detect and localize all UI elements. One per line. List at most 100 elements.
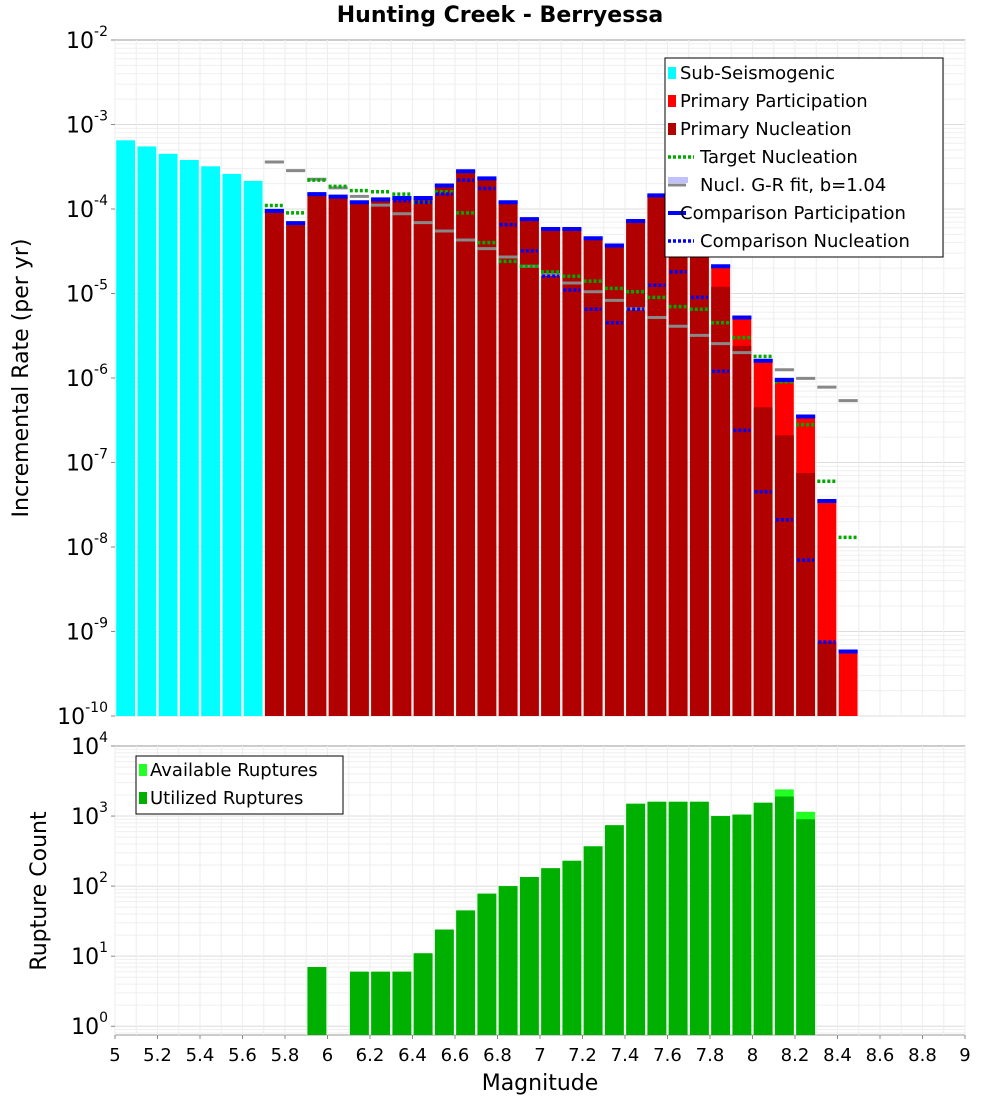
y-tick-label: 10-6 xyxy=(66,362,108,392)
primary-nucleation-bar xyxy=(328,196,348,717)
primary-nucleation-bar xyxy=(456,171,476,716)
primary-nucleation-bar xyxy=(371,199,391,717)
sub-seismogenic-bar xyxy=(201,166,221,716)
legend-swatch-gr-fit-bg xyxy=(668,177,688,183)
y-tick-label: 102 xyxy=(71,870,108,900)
sub-seismogenic-bar xyxy=(179,160,199,716)
primary-nucleation-bar xyxy=(286,223,306,716)
y-tick-label: 10-4 xyxy=(66,193,108,223)
y-tick-label: 10-10 xyxy=(57,700,108,730)
primary-nucleation-bar xyxy=(349,202,369,716)
utilized-ruptures-bar xyxy=(668,801,688,1035)
y-tick-label: 10-8 xyxy=(66,531,108,561)
x-tick-label: 7 xyxy=(534,1045,545,1066)
x-tick-label: 6.6 xyxy=(441,1045,470,1066)
utilized-ruptures-bar xyxy=(541,868,561,1035)
legend-swatch-available xyxy=(139,764,147,776)
utilized-ruptures-bar xyxy=(604,825,624,1035)
rupture-x-ticks: 5 5.2 5.4 5.6 5.8 6 6.2 6.4 6.6 6.8 7 7.2 7.4 7.6 7.8 8… xyxy=(109,1035,971,1066)
primary-nucleation-bar xyxy=(774,435,794,716)
primary-nucleation-bar xyxy=(434,185,454,717)
rupture-y-axis-title: Rupture Count xyxy=(27,811,52,971)
rate-legend: Sub-Seismogenic Primary Participation Prim… xyxy=(664,57,944,258)
sub-seismogenic-bar xyxy=(137,146,157,717)
x-tick-label: 8.6 xyxy=(866,1045,895,1066)
utilized-ruptures-bar xyxy=(434,929,454,1035)
primary-nucleation-bar xyxy=(413,197,433,716)
x-tick-label: 5.8 xyxy=(271,1045,300,1066)
legend-label: Comparison Nucleation xyxy=(700,231,910,252)
utilized-ruptures-bar xyxy=(371,971,391,1035)
utilized-ruptures-bar xyxy=(456,910,476,1035)
legend-swatch-sub-seismogenic xyxy=(668,67,676,79)
primary-nucleation-bar xyxy=(392,197,412,716)
primary-nucleation-bar xyxy=(753,407,773,716)
legend-label: Primary Nucleation xyxy=(680,119,852,140)
x-tick-label: 8.2 xyxy=(781,1045,810,1066)
legend-label: Available Ruptures xyxy=(150,760,318,781)
primary-nucleation-bar xyxy=(689,219,709,717)
utilized-ruptures-bar xyxy=(392,971,412,1035)
legend-box xyxy=(135,755,344,815)
x-tick-label: 6 xyxy=(322,1045,333,1066)
x-tick-label: 5.4 xyxy=(186,1045,215,1066)
primary-nucleation-bar xyxy=(519,219,539,716)
primary-nucleation-bar xyxy=(626,221,646,716)
rupture-count-panel: 100 101 102 103 104 5 5.2 5.4 5.6 5.8 6 6.2 6.4 6.6 6… xyxy=(27,730,971,1096)
sub-seismogenic-bar xyxy=(158,153,178,717)
legend-label: Nucl. G-R fit, b=1.04 xyxy=(700,175,886,196)
utilized-ruptures-bar xyxy=(583,846,603,1035)
utilized-ruptures-bar xyxy=(477,893,497,1035)
utilized-ruptures-bar xyxy=(562,860,582,1035)
x-tick-label: 6.4 xyxy=(398,1045,427,1066)
legend-swatch-utilized xyxy=(139,792,147,804)
y-tick-label: 100 xyxy=(71,1010,108,1040)
rupture-y-ticks: 100 101 102 103 104 xyxy=(71,730,115,1040)
legend-label: Utilized Ruptures xyxy=(150,788,303,809)
sub-seismogenic-bar xyxy=(243,180,263,717)
primary-nucleation-bar xyxy=(796,473,816,716)
chart-title: Hunting Creek - Berryessa xyxy=(337,3,663,28)
x-tick-label: 6.8 xyxy=(483,1045,512,1066)
sub-seismogenic-bar xyxy=(222,173,242,716)
utilized-ruptures-bar xyxy=(519,876,539,1035)
rate-y-axis-title: Incremental Rate (per yr) xyxy=(9,239,34,518)
primary-nucleation-bar xyxy=(264,210,284,716)
primary-participation-bar xyxy=(838,651,858,716)
x-tick-label: 7.6 xyxy=(653,1045,682,1066)
rate-bars xyxy=(116,140,858,717)
sub-seismogenic-bar xyxy=(116,140,136,716)
primary-nucleation-bar xyxy=(647,195,667,717)
primary-nucleation-bar xyxy=(604,245,624,717)
legend-box xyxy=(664,57,944,258)
primary-nucleation-bar xyxy=(307,194,327,716)
primary-nucleation-bar xyxy=(477,178,497,717)
x-tick-label: 8.8 xyxy=(908,1045,937,1066)
x-tick-label: 5.2 xyxy=(143,1045,172,1066)
y-tick-label: 10-2 xyxy=(66,24,108,54)
primary-nucleation-bar xyxy=(732,345,752,716)
y-tick-label: 101 xyxy=(71,940,108,970)
x-tick-label: 7.4 xyxy=(611,1045,640,1066)
legend-swatch-primary-participation xyxy=(668,95,676,107)
utilized-ruptures-bar xyxy=(774,796,794,1035)
x-tick-label: 9 xyxy=(959,1045,970,1066)
y-tick-label: 104 xyxy=(71,730,108,760)
legend-label: Target Nucleation xyxy=(699,147,858,168)
x-axis-title: Magnitude xyxy=(482,1071,599,1096)
rupture-grid xyxy=(114,746,966,1035)
primary-nucleation-bar xyxy=(583,238,603,717)
primary-nucleation-bar xyxy=(562,228,582,716)
utilized-ruptures-bar xyxy=(413,953,433,1035)
y-tick-label: 103 xyxy=(71,800,108,830)
legend-label: Comparison Participation xyxy=(680,203,906,224)
x-tick-label: 8.4 xyxy=(823,1045,852,1066)
x-tick-label: 6.2 xyxy=(356,1045,385,1066)
utilized-ruptures-bar xyxy=(307,967,327,1035)
x-tick-label: 7.8 xyxy=(696,1045,725,1066)
legend-label: Sub-Seismogenic xyxy=(680,63,835,84)
rupture-legend: Available Ruptures Utilized Ruptures xyxy=(135,755,344,815)
y-tick-label: 10-3 xyxy=(66,109,108,139)
legend-swatch-primary-nucleation xyxy=(668,123,676,135)
